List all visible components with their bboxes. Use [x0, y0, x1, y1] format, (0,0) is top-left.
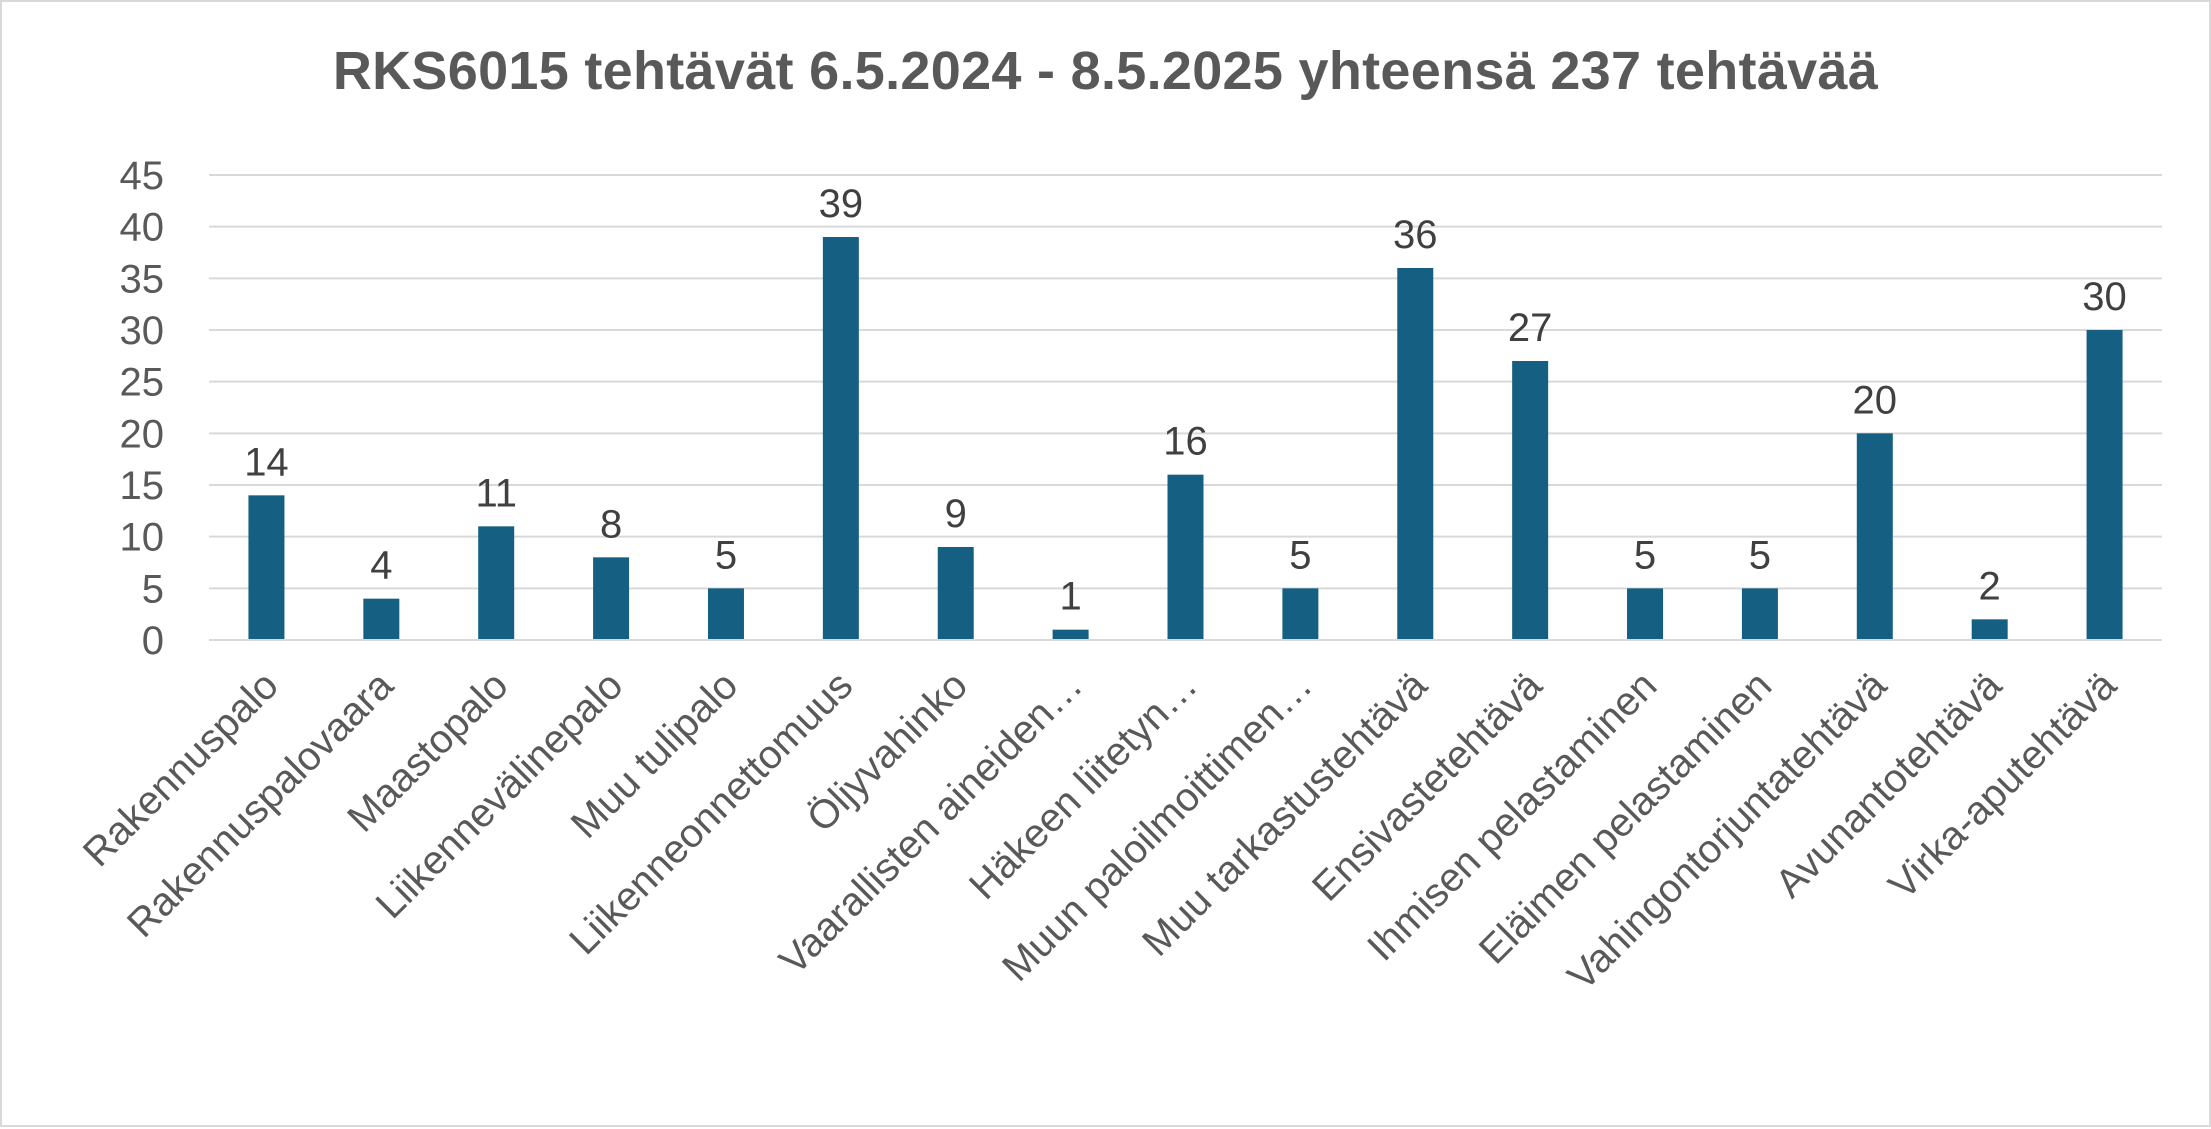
bar	[1971, 619, 2008, 640]
y-tick-label: 25	[120, 361, 165, 405]
y-tick-label: 40	[120, 206, 165, 250]
bar	[1167, 474, 1204, 640]
bar	[707, 588, 744, 640]
y-tick-label: 35	[120, 257, 165, 301]
data-label: 5	[1289, 533, 1311, 577]
bar	[1627, 588, 1664, 640]
x-category-label: Rakennuspalo	[75, 663, 287, 875]
data-label: 2	[1979, 564, 2001, 608]
data-label: 11	[475, 471, 517, 515]
data-label: 4	[370, 544, 392, 588]
bar	[1741, 588, 1778, 640]
bar	[593, 557, 630, 640]
data-label: 14	[244, 440, 289, 484]
y-tick-label: 20	[120, 412, 165, 456]
chart-title: RKS6015 tehtävät 6.5.2024 - 8.5.2025 yht…	[332, 41, 1879, 101]
data-label: 5	[1749, 533, 1771, 577]
bar	[1052, 629, 1089, 640]
bars	[248, 237, 2123, 640]
bar	[822, 237, 859, 640]
y-tick-label: 0	[142, 619, 164, 663]
bar	[2086, 330, 2123, 640]
y-axis-ticks: 0 5 10 15 20 25 30 35 40 45	[120, 154, 165, 663]
data-label: 20	[1853, 378, 1898, 422]
data-label: 27	[1508, 306, 1553, 350]
data-labels: 14 4 11 8 5 39 9 1 16 5 36 27 5 5 20 2 30	[244, 182, 2127, 619]
y-tick-label: 5	[142, 567, 164, 611]
bar	[1512, 361, 1549, 640]
data-label: 1	[1059, 575, 1081, 619]
data-label: 5	[1634, 533, 1656, 577]
bar	[1856, 433, 1893, 640]
bar	[1397, 268, 1434, 640]
data-label: 5	[715, 533, 737, 577]
bar	[478, 526, 515, 640]
data-label: 30	[2082, 275, 2127, 319]
y-tick-label: 30	[120, 309, 165, 353]
data-label: 39	[819, 182, 864, 226]
bar	[248, 495, 285, 640]
bar	[363, 598, 400, 640]
data-label: 9	[945, 492, 967, 536]
data-label: 16	[1163, 420, 1208, 464]
y-tick-label: 15	[120, 464, 165, 508]
y-tick-label: 10	[120, 516, 165, 560]
bar	[1282, 588, 1319, 640]
x-axis-categories: RakennuspaloRakennuspalovaaraMaastopaloL…	[75, 663, 2126, 999]
y-tick-label: 45	[120, 154, 165, 198]
data-label: 36	[1393, 213, 1438, 257]
data-label: 8	[600, 502, 622, 546]
bar	[937, 547, 974, 640]
